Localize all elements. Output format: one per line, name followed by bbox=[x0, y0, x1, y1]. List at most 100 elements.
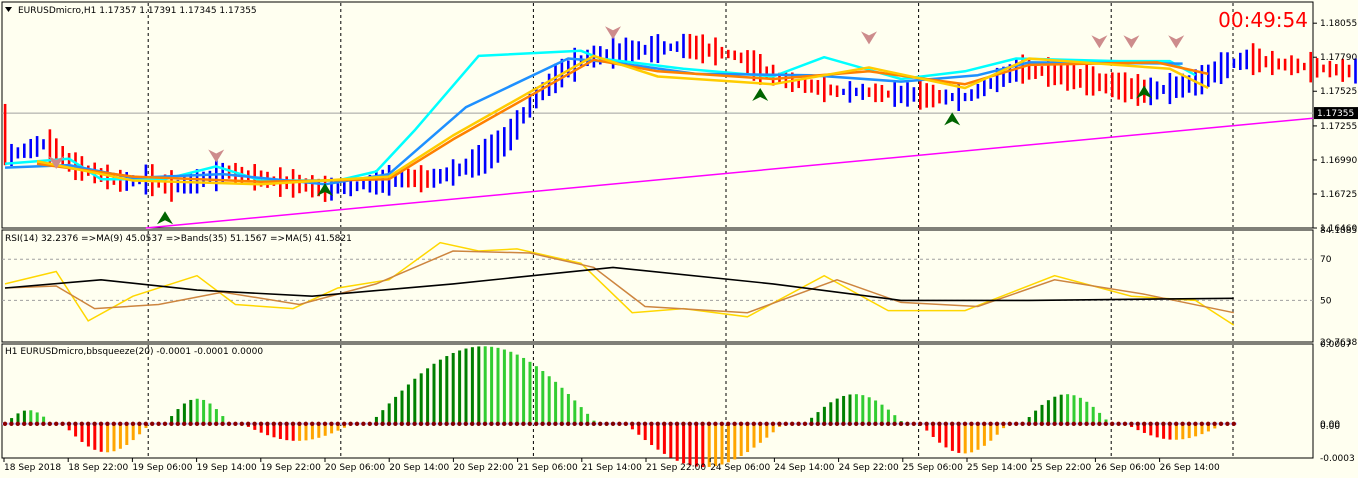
time-axis-label: 24 Sep 22:00 bbox=[839, 463, 899, 473]
price-bar bbox=[791, 72, 794, 92]
squeeze-dot bbox=[303, 421, 308, 426]
squeeze-bar bbox=[566, 393, 570, 424]
sell-arrow-icon bbox=[861, 31, 877, 45]
squeeze-dot bbox=[828, 421, 833, 426]
squeeze-dot bbox=[290, 421, 296, 426]
squeeze-bar bbox=[554, 381, 558, 424]
price-panel[interactable] bbox=[1, 1, 1314, 229]
price-bar bbox=[835, 85, 839, 97]
squeeze-bar bbox=[560, 387, 564, 424]
squeeze-bar bbox=[221, 416, 225, 424]
price-bar bbox=[759, 54, 762, 85]
price-bar bbox=[983, 78, 986, 97]
squeeze-dot bbox=[1071, 421, 1077, 426]
time-axis-label: 19 Sep 06:00 bbox=[132, 463, 192, 473]
squeeze-panel[interactable] bbox=[1, 343, 1314, 459]
price-bar bbox=[439, 169, 442, 184]
squeeze-dot bbox=[41, 421, 46, 426]
price-bar bbox=[707, 43, 711, 57]
squeeze-bar bbox=[886, 409, 890, 424]
squeeze-bar bbox=[579, 407, 583, 424]
price-bar bbox=[176, 179, 180, 193]
squeeze-bar bbox=[528, 361, 532, 424]
squeeze-bar bbox=[1040, 404, 1044, 424]
squeeze-dot bbox=[975, 421, 980, 426]
sell-arrow-icon bbox=[1091, 35, 1108, 49]
squeeze-bar bbox=[758, 423, 762, 443]
squeeze-dot bbox=[162, 421, 168, 426]
price-bar bbox=[445, 167, 448, 182]
squeeze-bar bbox=[810, 417, 814, 424]
squeeze-bar bbox=[259, 423, 263, 433]
price-bar bbox=[1072, 65, 1076, 90]
squeeze-bar bbox=[323, 423, 327, 436]
rsi-title: RSI(14) 32.2376 =>MA(9) 45.0537 =>Bands(… bbox=[5, 234, 352, 244]
time-axis-label: 21 Sep 14:00 bbox=[582, 463, 642, 473]
squeeze-dot bbox=[866, 421, 872, 426]
squeeze-dot bbox=[1065, 421, 1070, 426]
squeeze-bar bbox=[662, 423, 666, 454]
squeeze-dot bbox=[886, 421, 891, 426]
time-axis-label: 25 Sep 06:00 bbox=[903, 463, 963, 473]
squeeze-bar bbox=[682, 423, 686, 464]
squeeze-dot bbox=[783, 421, 788, 426]
squeeze-dot bbox=[617, 421, 622, 426]
squeeze-dot bbox=[175, 421, 180, 426]
price-bar bbox=[938, 89, 941, 104]
squeeze-bar bbox=[835, 398, 839, 424]
time-axis-label: 19 Sep 14:00 bbox=[197, 463, 257, 473]
squeeze-dot bbox=[674, 421, 680, 426]
price-bar bbox=[1091, 66, 1095, 96]
buy-arrow-icon bbox=[944, 112, 961, 126]
squeeze-dot bbox=[521, 421, 526, 426]
squeeze-bar bbox=[1091, 406, 1095, 424]
squeeze-bar bbox=[720, 423, 724, 465]
collapse-arrow-icon[interactable] bbox=[5, 7, 12, 12]
trend-line[interactable] bbox=[145, 117, 1314, 229]
squeeze-bar bbox=[1155, 423, 1159, 438]
price-bar bbox=[701, 34, 704, 64]
current-price-box bbox=[1314, 107, 1358, 120]
price-bar bbox=[631, 40, 634, 62]
squeeze-dot bbox=[662, 421, 667, 426]
squeeze-dot bbox=[1110, 421, 1115, 426]
squeeze-bar bbox=[170, 416, 174, 424]
squeeze-dot bbox=[598, 421, 603, 426]
squeeze-bar bbox=[458, 350, 462, 424]
price-bar bbox=[1207, 64, 1210, 88]
squeeze-bar bbox=[1162, 423, 1166, 439]
squeeze-dot bbox=[1078, 421, 1083, 426]
squeeze-dot bbox=[905, 421, 910, 426]
sell-arrow-icon bbox=[1168, 35, 1185, 49]
price-bar bbox=[656, 34, 660, 63]
sell-arrow-icon bbox=[208, 149, 225, 163]
squeeze-dot bbox=[834, 421, 840, 426]
squeeze-bar bbox=[752, 423, 756, 448]
price-bar bbox=[810, 79, 813, 93]
price-bar bbox=[528, 93, 532, 118]
price-bar bbox=[573, 47, 576, 82]
rsi-panel[interactable] bbox=[1, 229, 1314, 343]
squeeze-dot bbox=[367, 421, 372, 426]
price-bar bbox=[349, 178, 352, 197]
squeeze-dot bbox=[854, 421, 859, 426]
squeeze-dot bbox=[60, 421, 65, 426]
squeeze-bar bbox=[278, 423, 282, 439]
countdown-timer: 00:49:54 bbox=[1218, 8, 1308, 32]
squeeze-dot bbox=[700, 421, 705, 426]
squeeze-bar bbox=[931, 423, 935, 437]
price-bar bbox=[355, 181, 359, 192]
squeeze-bar bbox=[765, 423, 769, 438]
price-bar bbox=[893, 82, 896, 107]
squeeze-bar bbox=[93, 423, 97, 450]
squeeze-dot bbox=[450, 421, 456, 426]
squeeze-bar bbox=[1072, 395, 1076, 424]
price-bar bbox=[515, 110, 519, 140]
price-axis-label: 1.16990 bbox=[1320, 156, 1357, 166]
price-bar bbox=[855, 87, 858, 97]
squeeze-dot bbox=[982, 421, 987, 426]
symbol-header: EURUSDmicro,H1 1.17357 1.17391 1.17345 1… bbox=[18, 6, 257, 16]
squeeze-dot bbox=[930, 421, 936, 426]
